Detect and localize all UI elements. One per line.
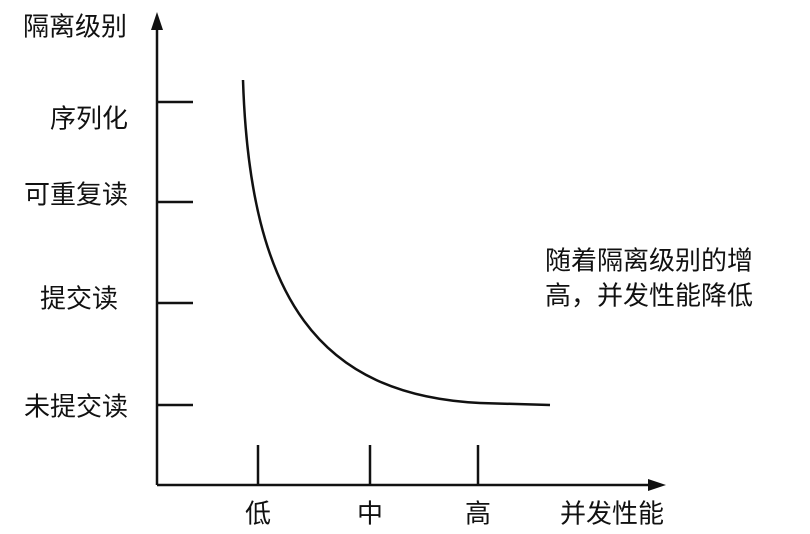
y-arrow	[151, 12, 163, 30]
x-axis-title: 并发性能	[560, 500, 664, 530]
y-level-label: 序列化	[50, 105, 128, 135]
trade-off-curve	[241, 79, 551, 407]
y-level-label: 提交读	[40, 285, 118, 315]
annotation-line: 高，并发性能降低	[545, 282, 753, 312]
y-level-label: 可重复读	[24, 181, 128, 211]
x-arrow	[648, 479, 666, 491]
x-level-label: 低	[245, 500, 271, 530]
x-level-label: 高	[465, 500, 491, 530]
y-level-label: 未提交读	[24, 393, 128, 423]
annotation-line: 随着隔离级别的增	[545, 247, 753, 277]
y-axis-title: 隔离级别	[23, 13, 127, 43]
x-level-label: 中	[357, 500, 383, 530]
